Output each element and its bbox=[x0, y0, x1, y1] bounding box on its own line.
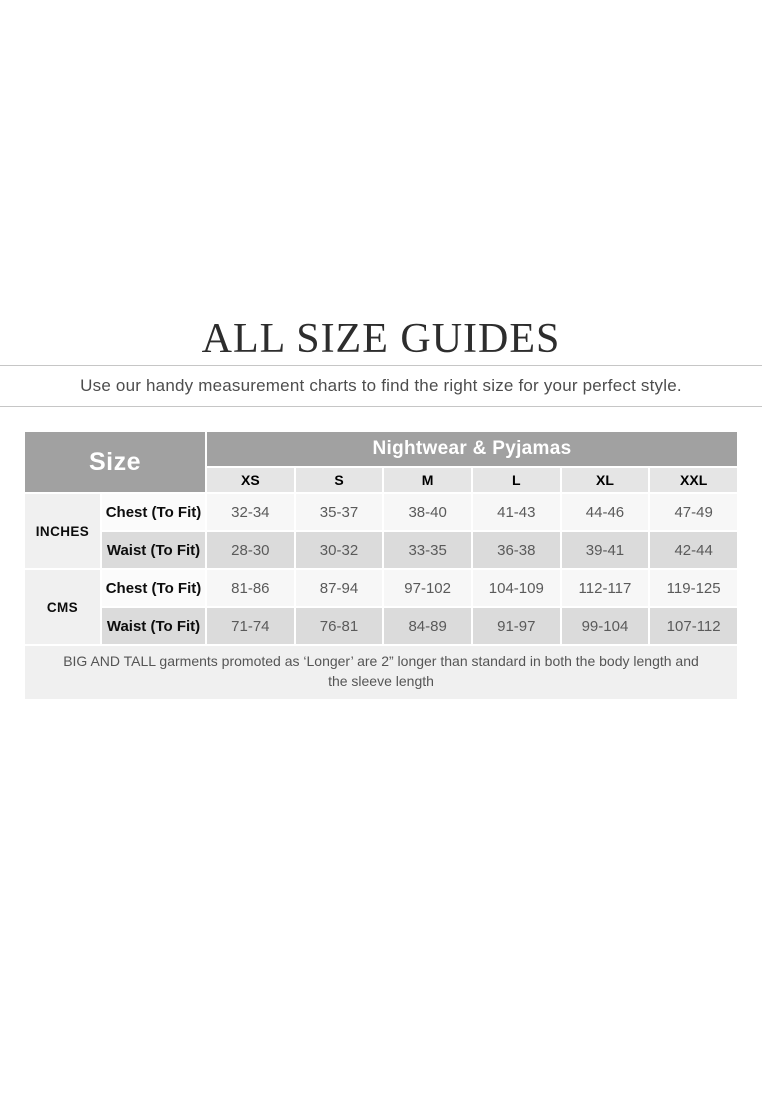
cell-inches-chest-m: 38-40 bbox=[382, 492, 473, 532]
page-subtitle: Use our handy measurement charts to find… bbox=[80, 376, 682, 395]
cell-cms-waist-l: 91-97 bbox=[470, 606, 562, 646]
page-title: ALL SIZE GUIDES bbox=[201, 316, 561, 362]
table-row-inches-chest: INCHES Chest (To Fit) 32-34 35-37 38-40 … bbox=[23, 492, 739, 570]
size-labels-row: XS S M L XL XXL bbox=[24, 466, 739, 494]
size-column-header-xxl: XXL bbox=[648, 466, 739, 494]
cell-cms-waist-xl: 99-104 bbox=[559, 606, 651, 646]
cell-cms-chest-m: 97-102 bbox=[382, 568, 473, 608]
size-column-header-xl: XL bbox=[559, 466, 651, 494]
cell-inches-chest-s: 35-37 bbox=[293, 492, 385, 532]
cell-inches-waist-s: 30-32 bbox=[293, 530, 385, 570]
size-corner-header: Size bbox=[23, 430, 207, 494]
big-and-tall-footnote: BIG AND TALL garments promoted as ‘Longe… bbox=[25, 646, 737, 699]
size-column-header-xs: XS bbox=[205, 466, 296, 494]
cell-inches-chest-xl: 44-46 bbox=[559, 492, 651, 532]
row-label-inches-waist: Waist (To Fit) bbox=[100, 530, 207, 570]
cell-cms-chest-xl: 112-117 bbox=[559, 568, 651, 608]
cell-cms-waist-xxl: 107-112 bbox=[648, 606, 739, 646]
cell-cms-chest-s: 87-94 bbox=[293, 568, 385, 608]
size-column-header-l: L bbox=[470, 466, 562, 494]
cell-cms-waist-xs: 71-74 bbox=[205, 606, 296, 646]
size-guide-table: Size Nightwear & Pyjamas XS S M L XL XXL… bbox=[23, 430, 739, 646]
size-column-header-s: S bbox=[293, 466, 385, 494]
cell-cms-chest-xs: 81-86 bbox=[205, 568, 296, 608]
size-column-header-m: M bbox=[382, 466, 473, 494]
subtitle-band: Use our handy measurement charts to find… bbox=[0, 365, 762, 407]
cell-inches-chest-xs: 32-34 bbox=[205, 492, 296, 532]
row-label-cms-waist: Waist (To Fit) bbox=[100, 606, 207, 646]
unit-header-inches: INCHES bbox=[23, 492, 102, 570]
category-header-row: Size Nightwear & Pyjamas bbox=[23, 430, 739, 494]
cell-cms-waist-m: 84-89 bbox=[382, 606, 473, 646]
cell-inches-chest-xxl: 47-49 bbox=[648, 492, 739, 532]
table-row-cms-chest: CMS Chest (To Fit) 81-86 87-94 97-102 10… bbox=[23, 568, 739, 646]
cell-inches-waist-l: 36-38 bbox=[470, 530, 562, 570]
cell-cms-chest-xxl: 119-125 bbox=[648, 568, 739, 608]
table-row-cms-waist: Waist (To Fit) 71-74 76-81 84-89 91-97 9… bbox=[24, 606, 739, 646]
cell-cms-chest-l: 104-109 bbox=[470, 568, 562, 608]
cell-inches-waist-xs: 28-30 bbox=[205, 530, 296, 570]
table-row-inches-waist: Waist (To Fit) 28-30 30-32 33-35 36-38 3… bbox=[24, 530, 739, 570]
row-label-cms-chest: Chest (To Fit) bbox=[100, 568, 207, 608]
cell-inches-waist-xl: 39-41 bbox=[559, 530, 651, 570]
cell-cms-waist-s: 76-81 bbox=[293, 606, 385, 646]
unit-header-cms: CMS bbox=[23, 568, 102, 646]
cell-inches-chest-l: 41-43 bbox=[470, 492, 562, 532]
cell-inches-waist-m: 33-35 bbox=[382, 530, 473, 570]
row-label-inches-chest: Chest (To Fit) bbox=[100, 492, 207, 532]
cell-inches-waist-xxl: 42-44 bbox=[648, 530, 739, 570]
category-header: Nightwear & Pyjamas bbox=[205, 430, 739, 468]
